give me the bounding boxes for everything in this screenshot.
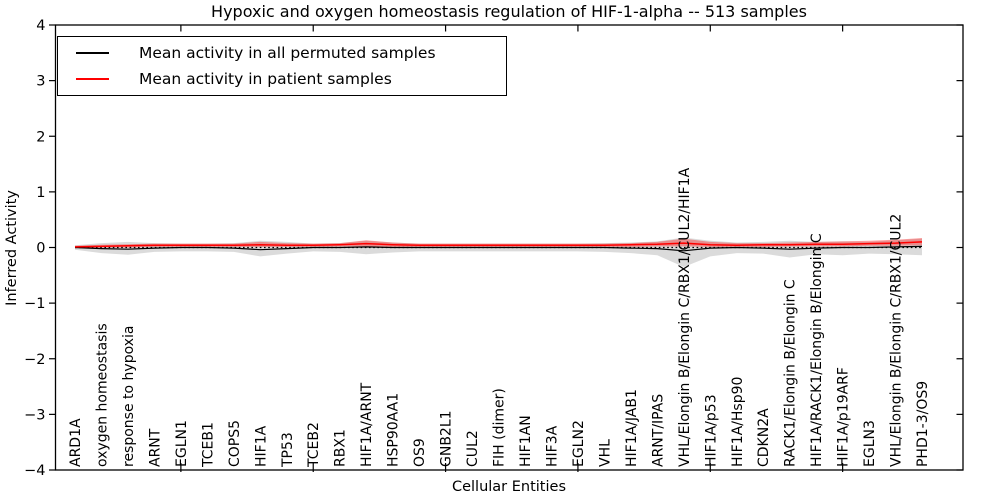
patient-mean-line [74, 241, 923, 248]
x-category-label: VHL/Elongin B/Elongin C/RBX1/CUL2 [889, 214, 905, 467]
chart-title: Hypoxic and oxygen homeostasis regulatio… [211, 2, 807, 21]
legend-item-permuted: Mean activity in all permuted samples [76, 44, 506, 62]
x-category-label: HIF1A/p53 [703, 394, 719, 467]
legend-item-patient: Mean activity in patient samples [76, 70, 506, 88]
x-category-label: OS9 [412, 438, 428, 467]
x-category-label: response to hypoxia [121, 326, 137, 467]
x-category-label: HIF1A [253, 425, 269, 467]
permuted-line-swatch [76, 52, 109, 54]
x-category-label: HIF1A/p19ARF [836, 367, 852, 467]
x-category-label: HIF1A/RACK1/Elongin B/Elongin C [809, 233, 825, 467]
y-tick-label: 0 [36, 241, 45, 257]
y-tick-label: 1 [36, 185, 45, 201]
y-tick-label: 3 [36, 74, 45, 90]
x-category-label: CDKN2A [756, 408, 772, 467]
x-category-label: VHL/Elongin B/Elongin C/RBX1/CUL2/HIF1A [677, 167, 693, 467]
x-category-label: EGLN1 [174, 420, 190, 467]
x-category-label: HIF1A/Hsp90 [730, 377, 746, 467]
x-category-label: HSP90AA1 [386, 393, 402, 467]
y-tick-label: 4 [36, 18, 45, 34]
y-tick-label: −2 [24, 352, 45, 368]
x-category-label: COPS5 [227, 420, 243, 467]
x-category-label: EGLN2 [571, 420, 587, 467]
y-axis-label: Inferred Activity [4, 189, 20, 306]
y-tick-label: 2 [36, 129, 45, 145]
x-category-label: PHD1-3/OS9 [915, 381, 931, 467]
x-category-label: HIF1A/ARNT [359, 382, 375, 467]
x-category-label: TCEB1 [200, 422, 216, 468]
x-category-label: GNB2L1 [439, 410, 455, 467]
y-axis-label-wrap: Inferred Activity [0, 25, 24, 470]
x-axis-label: Cellular Entities [451, 479, 567, 495]
patient-line-swatch [76, 78, 109, 80]
y-tick-label: −4 [24, 463, 45, 479]
x-category-label: HIF3A [544, 425, 560, 467]
x-category-label: EGLN3 [862, 420, 878, 467]
y-tick-label: −1 [24, 296, 45, 312]
x-category-label: ARD1A [68, 418, 84, 467]
x-category-label: HIF1AN [518, 415, 534, 467]
permuted-mean-line [74, 245, 923, 252]
x-category-label: ARNT/IPAS [650, 394, 666, 467]
x-category-label: RACK1/Elongin B/Elongin C [783, 279, 799, 467]
x-category-label: TP53 [280, 432, 296, 468]
legend: Mean activity in all permuted samples Me… [57, 36, 507, 96]
legend-label-permuted: Mean activity in all permuted samples [139, 44, 436, 62]
permuted-std-band [75, 237, 922, 267]
x-category-label: VHL [597, 439, 613, 467]
x-category-label: oxygen homeostasis [94, 323, 110, 467]
x-category-label: FIH (dimer) [492, 388, 508, 467]
y-tick-label: −3 [24, 407, 45, 423]
x-category-label: CUL2 [465, 430, 481, 467]
legend-label-patient: Mean activity in patient samples [139, 70, 392, 88]
x-category-label: TCEB2 [306, 422, 322, 468]
x-category-label: ARNT [147, 428, 163, 467]
x-category-label: RBX1 [333, 429, 349, 467]
x-category-label: HIF1A/JAB1 [624, 389, 640, 467]
